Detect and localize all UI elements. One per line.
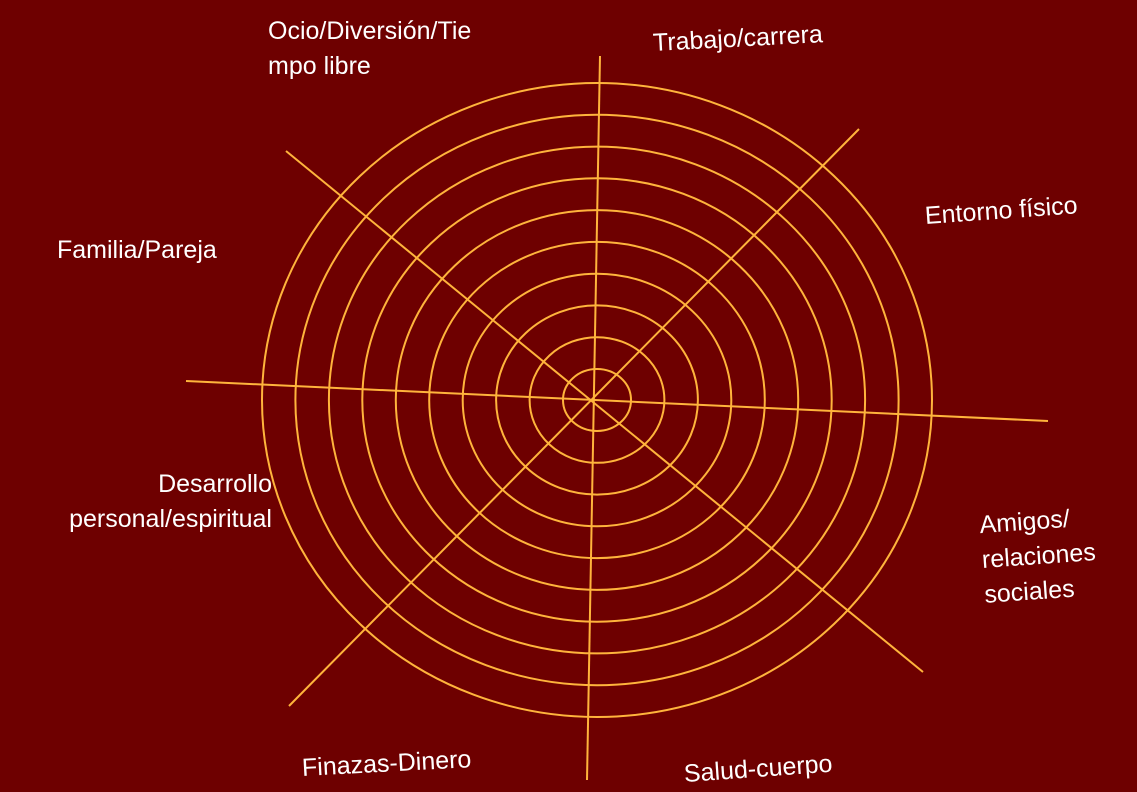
label-ocio-diversion-tiempo-libre: Ocio/Diversión/Tie mpo libre	[268, 14, 471, 84]
label-desarrollo-personal-espiritual: Desarrollo personal/espiritual	[0, 467, 272, 537]
wheel-spoke-1	[586, 55, 601, 781]
wheel-ring-3	[495, 304, 699, 496]
wheel-spoke-4	[288, 128, 860, 707]
label-desarrollo-line-2: personal/espiritual	[69, 505, 272, 533]
wheel-ring-2	[528, 336, 666, 464]
label-ocio-line-2: mpo libre	[268, 52, 371, 80]
wheel-rings	[261, 82, 933, 718]
label-amigos-relaciones-sociales: Amigos/ relaciones sociales	[978, 500, 1099, 613]
wheel-spoke-2	[185, 380, 1049, 422]
wheel-ring-1	[562, 368, 632, 432]
wheel-spoke-3	[285, 150, 924, 673]
label-familia-pareja: Familia/Pareja	[57, 236, 217, 264]
label-ocio-line-1: Ocio/Diversión/Tie	[268, 17, 472, 45]
wheel-ring-8	[327, 145, 867, 655]
wheel-ring-10	[261, 82, 933, 718]
wheel-ring-9	[294, 113, 900, 687]
label-desarrollo-line-1: Desarrollo	[158, 470, 272, 498]
wheel-spokes	[185, 55, 1049, 781]
